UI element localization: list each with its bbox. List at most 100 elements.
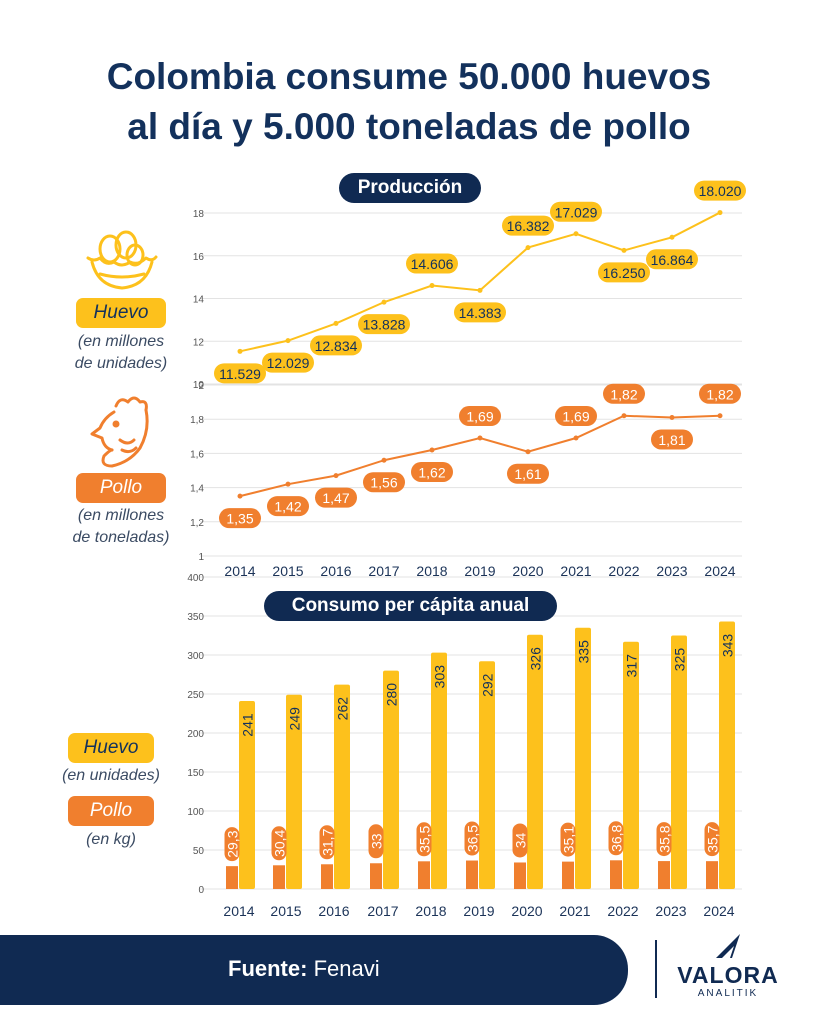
xtick-consumo: 2024 [703,903,734,919]
huevo-bar-label: 303 [431,659,448,694]
xtick-consumo: 2020 [511,903,542,919]
huevo-data-label-text: 14.606 [411,256,454,272]
xtick-produccion: 2019 [464,563,495,579]
xtick-consumo: 2019 [463,903,494,919]
consumo-huevo-legend: Huevo [68,733,154,763]
pollo-data-label-bg [603,383,645,404]
pollo-bar-label-text: 35,1 [561,826,577,853]
title-line-1: Colombia consume 50.000 huevos [106,56,712,97]
pollo-bar-label: 35,7 [704,822,721,857]
produccion-huevo-unit-1: (en millones [77,333,165,350]
huevo-bar [527,634,543,889]
huevo-bar-label-text: 241 [240,713,256,737]
chicken-head-icon [90,396,149,468]
huevo-bar [239,701,255,889]
ytick-consumo: 150 [187,768,204,779]
huevo-bar-label: 325 [671,642,688,677]
consumo-title: Consumo per cápita anual [264,591,557,621]
xtick-produccion: 2024 [704,563,735,579]
consumo-pollo-unit: (en kg) [86,831,136,848]
brand-subtitle: ANALITIK [697,988,759,999]
huevo-point [669,234,675,240]
produccion-huevo-unit: (en millones de unidades) [56,331,186,375]
pollo-bar [226,866,238,889]
huevo-bar-label-text: 343 [720,634,736,658]
pollo-data-label-text: 1,61 [514,466,541,482]
huevo-bar-label-bg [719,628,735,663]
pollo-bar-label: 29,3 [224,827,241,862]
ytick-huevo: 10 [193,380,205,391]
pollo-bar [562,861,574,889]
xtick-consumo: 2017 [367,903,398,919]
pollo-data-label: 1,69 [555,406,597,427]
huevo-bar-label-bg [286,701,302,736]
xtick-consumo: 2018 [415,903,446,919]
pollo-production-series [237,413,723,499]
ytick-consumo: 0 [198,885,204,896]
ytick-consumo: 200 [187,729,204,740]
huevo-bar-label-text: 303 [432,665,448,689]
huevo-data-label: 16.250 [598,262,650,283]
xtick-produccion: 2016 [320,563,351,579]
huevo-bar [671,635,687,889]
pollo-bar [321,864,333,889]
pollo-bar-label: 35,1 [560,822,577,857]
produccion-huevo-unit-2: de unidades) [74,355,168,372]
pollo-bar-label-bg [560,822,576,857]
ytick-pollo: 1 [198,552,204,563]
huevo-data-label-text: 13.828 [363,317,406,333]
pollo-data-label-bg [459,406,501,427]
pollo-data-label: 1,61 [507,463,549,484]
pollo-point [477,435,483,441]
huevo-bar-label: 241 [239,708,256,743]
pollo-bar-label: 31,7 [319,825,336,860]
huevo-data-label-text: 12.029 [267,355,310,371]
huevo-bar-label: 280 [383,677,400,712]
pollo-bar-label-bg [464,821,480,856]
huevo-data-label-bg [598,262,650,283]
egg-nest-icon [86,230,158,290]
huevo-data-label: 14.383 [454,302,506,323]
xtick-produccion: 2018 [416,563,447,579]
pollo-point [237,493,243,499]
pollo-data-label-bg [699,383,741,404]
huevo-bar [383,670,399,889]
consumo-pollo-legend: Pollo [68,796,154,826]
huevo-data-label: 12.029 [262,352,314,373]
ytick-pollo: 2 [198,381,204,392]
pollo-bar-label-text: 36,5 [465,825,481,852]
huevo-point [333,320,339,326]
valora-brand-mark [716,934,740,958]
pollo-point [429,447,435,453]
ytick-consumo: 100 [187,807,204,818]
huevo-bar-label-bg [671,642,687,677]
huevo-point [285,338,291,344]
pollo-data-label-bg [267,496,309,517]
source-line: Fuente: Fenavi [228,952,380,986]
huevo-bar-label-bg [383,677,399,712]
pollo-bar-label: 33 [368,824,385,859]
ytick-consumo: 50 [193,846,205,857]
pollo-bar [466,860,478,889]
pollo-data-label-text: 1,62 [418,464,445,480]
huevo-bar-label: 317 [623,648,640,683]
pollo-data-label: 1,62 [411,461,453,482]
huevo-point [381,299,387,305]
huevo-bar [719,621,735,889]
pollo-data-label: 1,82 [699,383,741,404]
huevo-data-label: 16.382 [502,215,554,236]
pollo-data-label-bg [651,429,693,450]
huevo-data-label-bg [262,352,314,373]
huevo-production-series [237,210,723,354]
pollo-data-label-text: 1,82 [610,386,637,402]
ytick-pollo: 1,6 [190,449,204,460]
huevo-data-label-bg [646,249,698,270]
pollo-data-label: 1,47 [315,487,357,508]
huevo-bar-label: 292 [479,668,496,703]
pollo-bar [658,861,670,889]
pollo-bar-label-bg [271,826,287,861]
huevo-data-label-text: 16.864 [651,252,694,268]
pollo-data-label-text: 1,35 [226,511,253,527]
ytick-huevo: 12 [193,337,205,348]
